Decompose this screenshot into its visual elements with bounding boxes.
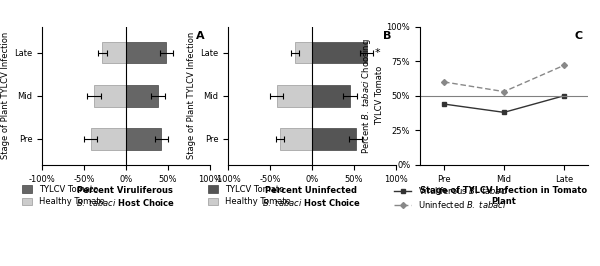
X-axis label: Percent Uninfected 
$\mathit{B.\ tabaci}$ Host Choice: Percent Uninfected $\mathit{B.\ tabaci}$… xyxy=(262,186,362,208)
Bar xyxy=(312,85,350,107)
Bar xyxy=(126,42,166,63)
Y-axis label: Stage of Plant TYLCV Infection: Stage of Plant TYLCV Infection xyxy=(187,32,196,159)
Bar xyxy=(312,128,356,150)
Bar xyxy=(126,85,158,107)
Bar xyxy=(280,128,312,150)
Y-axis label: Stage of Plant TYLCV Infection: Stage of Plant TYLCV Infection xyxy=(1,32,10,159)
Text: B: B xyxy=(383,31,391,41)
Text: C: C xyxy=(575,31,583,41)
Legend: TYLCV Tomato, Healthy Tomato: TYLCV Tomato, Healthy Tomato xyxy=(208,185,290,206)
Bar xyxy=(126,128,161,150)
Text: A: A xyxy=(196,31,205,41)
Bar xyxy=(295,42,312,63)
Text: *: * xyxy=(375,48,380,57)
Y-axis label: Percent $\mathit{B.\ tabaci}$ Choosing
TYLCV Tomato: Percent $\mathit{B.\ tabaci}$ Choosing T… xyxy=(361,38,384,154)
X-axis label: Stage of TYLCV Infection in Tomato
Plant: Stage of TYLCV Infection in Tomato Plant xyxy=(421,186,587,206)
Bar xyxy=(277,85,312,107)
X-axis label: Percent Viruliferous 
$\mathit{B.\ tabaci}$ Host Choice: Percent Viruliferous $\mathit{B.\ tabaci… xyxy=(76,186,176,208)
Bar xyxy=(312,42,367,63)
Bar xyxy=(94,85,126,107)
Legend: TYLCV Tomato, Healthy Tomato: TYLCV Tomato, Healthy Tomato xyxy=(22,185,104,206)
Legend: Viruliferous $\mathit{B.\ tabaci}$, Uninfected $\mathit{B.\ tabaci}$: Viruliferous $\mathit{B.\ tabaci}$, Unin… xyxy=(394,185,508,210)
Bar xyxy=(103,42,126,63)
Bar xyxy=(91,128,126,150)
